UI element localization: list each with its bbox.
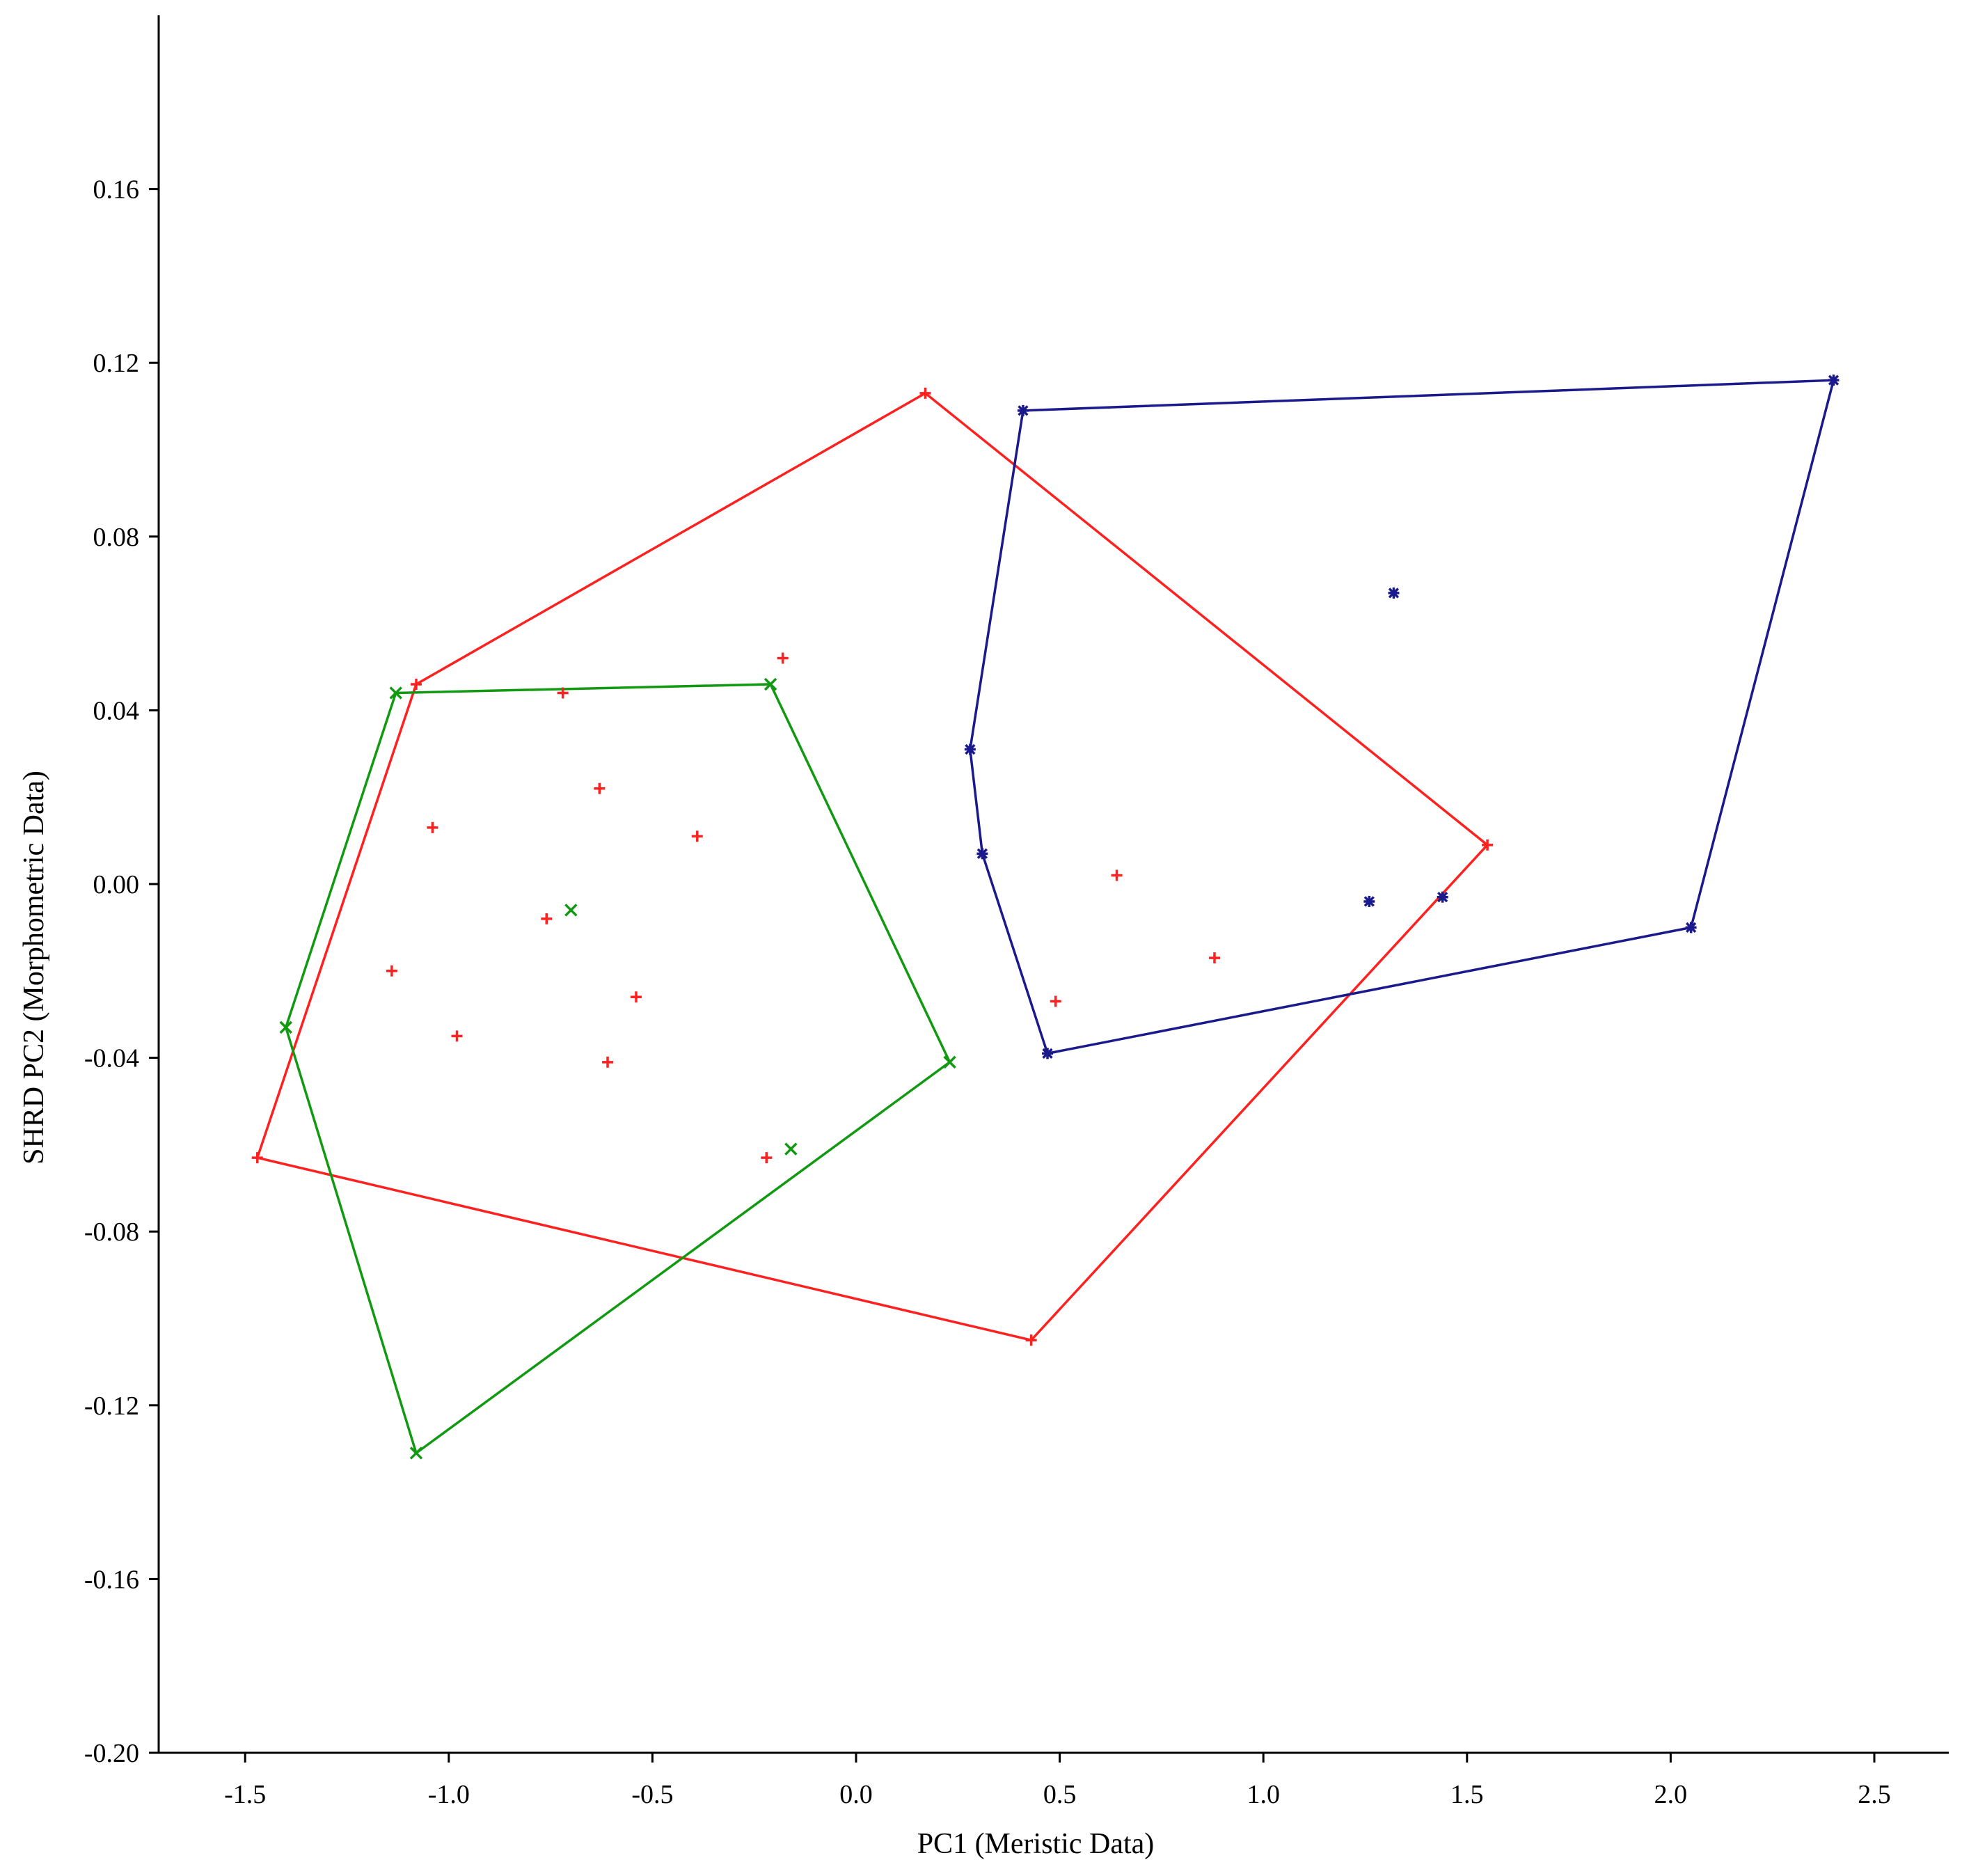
data-point <box>919 387 931 399</box>
y-tick-label: -0.04 <box>84 1044 139 1073</box>
data-point <box>409 1447 423 1460</box>
data-point <box>279 1020 292 1034</box>
data-point <box>427 821 438 833</box>
x-tick-label: -1.0 <box>428 1780 470 1809</box>
data-point <box>1437 891 1448 903</box>
y-tick-label: -0.20 <box>84 1739 139 1768</box>
y-axis-ticks: 0.16 0.12 0.08 0.04 0.00 -0.04 -0.08 -0.12 -0.16… <box>84 175 159 1768</box>
data-points <box>251 375 1840 1460</box>
data-point <box>1482 839 1494 851</box>
x-tick-label: 1.5 <box>1450 1780 1484 1809</box>
y-axis-title: SHRD PC2 (Morphometric Data) <box>18 771 50 1165</box>
data-point <box>777 652 789 664</box>
x-tick-label: 0.0 <box>839 1780 873 1809</box>
data-point <box>943 1055 956 1069</box>
x-axis-ticks: -1.5 -1.0 -0.5 0.0 0.5 1.0 1.5 2.0 2.5 <box>224 1753 1891 1809</box>
x-tick-label: 2.5 <box>1858 1780 1891 1809</box>
data-point <box>251 1152 263 1164</box>
data-point <box>1025 1334 1037 1346</box>
hull-polygon-2 <box>284 683 951 1456</box>
data-point <box>557 687 569 699</box>
data-point <box>594 782 606 794</box>
y-tick-label: 0.00 <box>93 870 140 899</box>
x-tick-label: 2.0 <box>1654 1780 1688 1809</box>
x-axis-title: PC1 (Meristic Data) <box>917 1828 1155 1860</box>
y-tick-label: 0.04 <box>93 696 140 725</box>
data-point <box>1050 995 1061 1007</box>
data-point <box>761 1152 773 1164</box>
data-point <box>964 743 976 755</box>
data-point <box>1208 952 1220 964</box>
y-tick-label: 0.08 <box>93 523 140 552</box>
data-point <box>386 965 397 977</box>
y-tick-label: -0.08 <box>84 1217 139 1247</box>
data-point <box>1685 922 1697 933</box>
data-point <box>1017 404 1029 416</box>
y-tick-label: 0.12 <box>93 349 140 378</box>
hull-polygon-1 <box>255 391 1489 1342</box>
data-point <box>630 991 642 1003</box>
y-tick-label: 0.16 <box>93 175 140 205</box>
y-tick-label: -0.12 <box>84 1392 139 1421</box>
x-tick-label: -1.5 <box>224 1780 266 1809</box>
x-tick-label: -0.5 <box>631 1780 673 1809</box>
data-point <box>1042 1048 1054 1059</box>
data-point <box>1388 587 1400 599</box>
data-point <box>1828 375 1840 386</box>
hull-polygons <box>255 379 1835 1456</box>
data-point <box>541 913 553 924</box>
data-point <box>389 686 402 700</box>
data-point <box>976 848 988 860</box>
y-tick-label: -0.16 <box>84 1565 139 1594</box>
hull-polygon-3 <box>969 379 1835 1055</box>
data-point <box>564 904 578 917</box>
x-tick-label: 0.5 <box>1043 1780 1077 1809</box>
data-point <box>784 1142 798 1156</box>
data-point <box>410 678 422 690</box>
x-tick-label: 1.0 <box>1247 1780 1280 1809</box>
data-point <box>764 677 777 691</box>
data-point <box>1363 895 1375 907</box>
data-point <box>1111 869 1123 881</box>
data-point <box>691 830 703 842</box>
data-point <box>451 1030 463 1042</box>
data-point <box>602 1056 614 1068</box>
